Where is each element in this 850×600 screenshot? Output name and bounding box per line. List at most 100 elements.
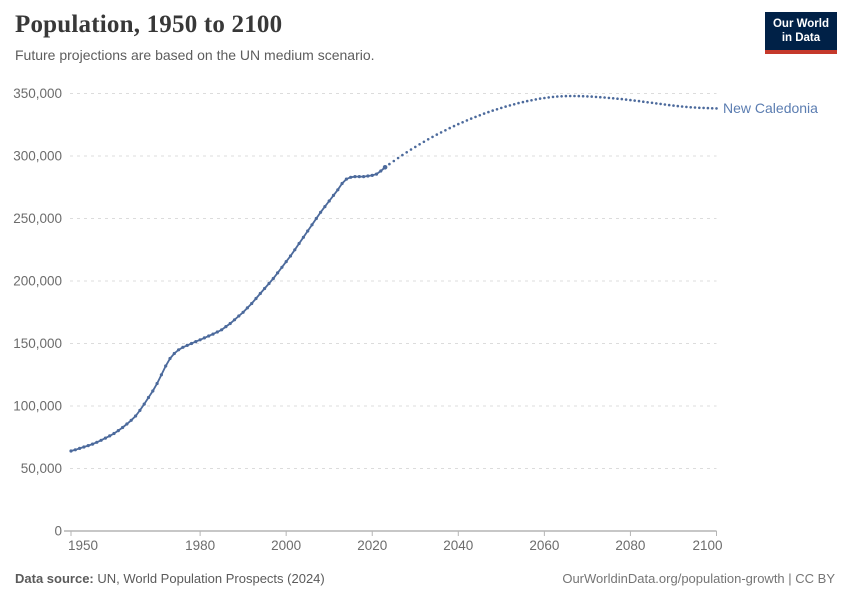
- data-point-marker: [353, 175, 357, 179]
- y-gridlines: 0 50,000 100,000 150,000 200,000 250,000 300,0…: [13, 86, 717, 539]
- data-point-marker: [267, 281, 271, 286]
- projection-dot: [517, 101, 520, 105]
- projection-dot: [500, 106, 503, 110]
- projection-dot: [646, 101, 649, 104]
- data-point-marker: [310, 223, 314, 227]
- data-point-marker: [288, 254, 293, 258]
- projection-dot: [680, 105, 684, 108]
- projection-dot: [599, 95, 602, 99]
- data-point-marker: [280, 265, 284, 269]
- data-point-marker: [99, 438, 103, 442]
- data-point-marker: [314, 216, 318, 221]
- entity-label[interactable]: New Caledonia: [723, 100, 818, 116]
- data-point-marker: [228, 321, 232, 326]
- projection-dot: [405, 151, 409, 154]
- data-point-marker: [211, 332, 215, 336]
- projection-dot: [487, 110, 490, 114]
- projection-dot: [474, 115, 477, 119]
- historical-path: [70, 166, 386, 452]
- projection-dot: [655, 102, 658, 105]
- data-point-marker: [357, 175, 361, 179]
- projection-dot: [611, 97, 615, 100]
- data-point-marker: [241, 310, 245, 314]
- data-point-marker: [293, 248, 297, 252]
- projection-dot: [702, 106, 705, 110]
- data-point-marker: [202, 336, 206, 340]
- projection-dot: [659, 102, 662, 106]
- projection-dot: [650, 101, 654, 105]
- projection-dot: [568, 94, 572, 98]
- projection-dot: [439, 131, 443, 134]
- data-point-marker: [301, 235, 305, 239]
- projection-dot: [616, 97, 619, 100]
- owid-logo-line2: in Data: [781, 31, 821, 44]
- projection-dot: [581, 94, 585, 98]
- data-point-marker: [151, 389, 155, 393]
- projection-dot: [482, 112, 486, 115]
- projection-dot: [401, 153, 404, 157]
- data-point-marker: [327, 199, 331, 203]
- projection-dot: [556, 95, 559, 98]
- x-tick-label: 1980: [185, 538, 215, 553]
- x-tick-label: 2060: [529, 538, 559, 553]
- projection-dot: [478, 114, 482, 117]
- datasource-note: Data source: UN, World Population Prospe…: [15, 571, 325, 586]
- projection-dot: [689, 106, 692, 109]
- page-subtitle: Future projections are based on the UN m…: [15, 47, 375, 63]
- data-point-marker: [168, 356, 172, 361]
- projection-dot: [672, 104, 675, 107]
- projection-dot: [693, 106, 697, 109]
- data-point-marker: [134, 414, 138, 418]
- data-point-marker: [207, 334, 211, 338]
- data-point-marker: [112, 431, 116, 436]
- chart-footer: Data source: UN, World Population Prospe…: [15, 571, 835, 586]
- projection-dot: [409, 148, 413, 151]
- data-point-marker: [189, 341, 194, 346]
- projection-dot: [422, 140, 426, 144]
- y-tick-label: 300,000: [13, 149, 62, 164]
- data-point-marker: [69, 449, 73, 453]
- x-tick-label: 2080: [615, 538, 645, 553]
- projection-dot: [534, 98, 538, 101]
- data-point-marker: [254, 296, 258, 301]
- projection-dot: [525, 99, 529, 103]
- projection-dot: [590, 95, 593, 98]
- data-point-marker: [116, 429, 120, 433]
- projection-dot: [444, 129, 447, 132]
- data-point-marker: [146, 395, 151, 400]
- x-axis-ticks: 1950 1980 2000 2020 2040 2060 2080 2100: [68, 531, 723, 553]
- projection-dot: [607, 96, 611, 100]
- owid-logo-line1: Our World: [772, 18, 829, 30]
- data-point-marker: [103, 436, 107, 440]
- projection-dot: [577, 94, 581, 98]
- y-tick-label: 200,000: [13, 274, 62, 289]
- data-point-marker: [142, 402, 146, 406]
- credit-link[interactable]: OurWorldinData.org/population-growth | C…: [562, 571, 835, 586]
- data-point-marker: [245, 306, 249, 310]
- projection-dot: [620, 97, 624, 101]
- x-tick-label: 2000: [271, 538, 301, 553]
- data-point-marker: [159, 373, 163, 377]
- data-point-marker: [181, 345, 185, 349]
- projection-dot: [388, 162, 391, 166]
- data-point-marker: [340, 181, 344, 186]
- data-point-marker: [220, 328, 224, 332]
- data-point-marker: [185, 343, 189, 347]
- y-tick-label: 150,000: [13, 336, 62, 351]
- projection-dot: [495, 108, 499, 111]
- owid-logo[interactable]: Our World in Data: [764, 12, 837, 55]
- data-point-marker: [172, 351, 176, 356]
- historical-line: [69, 165, 388, 453]
- projection-dot: [491, 109, 495, 112]
- projection-dot: [461, 121, 464, 124]
- projection-dot: [642, 100, 645, 103]
- projection-dot: [706, 106, 710, 110]
- projection-dot: [538, 97, 542, 100]
- projection-dot: [586, 95, 589, 98]
- data-point-marker: [370, 173, 374, 177]
- projection-dot: [698, 106, 701, 110]
- y-tick-label: 350,000: [13, 86, 62, 101]
- projection-dot: [508, 104, 512, 107]
